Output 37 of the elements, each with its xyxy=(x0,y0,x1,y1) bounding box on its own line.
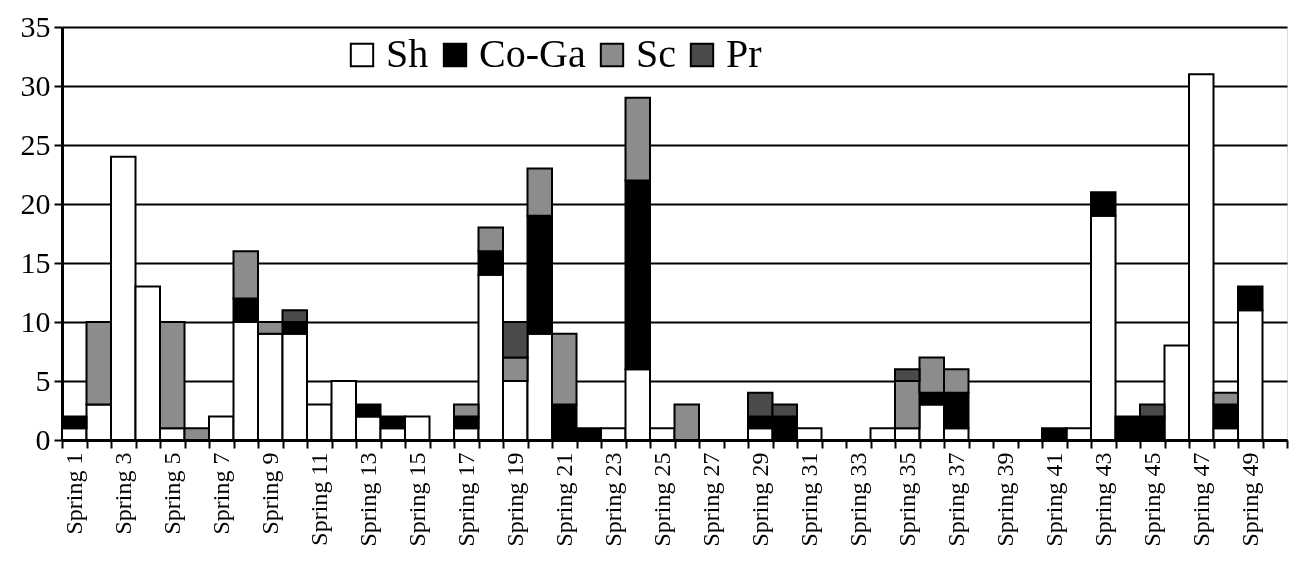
x-tick-label: Spring 49 xyxy=(1236,452,1263,547)
x-tick-label: Spring 21 xyxy=(550,452,577,547)
y-tick-label: 30 xyxy=(20,68,51,102)
x-tick-label: Spring 29 xyxy=(746,452,773,547)
y-tick-label: 35 xyxy=(20,9,51,43)
x-tick-label: Spring 25 xyxy=(648,452,675,547)
legend-label: Pr xyxy=(726,31,762,76)
x-tick-label: Spring 33 xyxy=(844,452,871,547)
x-tick-label: Spring 39 xyxy=(991,452,1018,547)
y-tick-label: 5 xyxy=(35,363,51,397)
x-tick-label: Spring 5 xyxy=(158,452,185,535)
y-tick-label: 0 xyxy=(35,422,51,456)
x-tick-label: Spring 27 xyxy=(697,452,724,547)
x-tick-label: Spring 1 xyxy=(60,452,87,535)
x-tick-label: Spring 31 xyxy=(795,452,822,547)
y-tick-label: 10 xyxy=(20,304,51,338)
x-tick-label: Spring 41 xyxy=(1040,452,1067,547)
x-tick-label: Spring 7 xyxy=(207,452,234,535)
x-tick-label: Spring 17 xyxy=(452,452,479,547)
legend-label: Sc xyxy=(636,31,676,76)
y-tick-label: 20 xyxy=(20,186,51,220)
legend-label: Sh xyxy=(386,31,429,76)
x-tick-label: Spring 35 xyxy=(893,452,920,547)
x-tick-label: Spring 3 xyxy=(109,452,136,535)
x-tick-label: Spring 15 xyxy=(403,452,430,547)
legend-label: Co-Ga xyxy=(479,31,586,76)
x-tick-label: Spring 11 xyxy=(305,452,332,546)
y-tick-label: 25 xyxy=(20,127,51,161)
x-tick-label: Spring 19 xyxy=(501,452,528,547)
x-tick-label: Spring 13 xyxy=(354,452,381,547)
x-tick-label: Spring 45 xyxy=(1138,452,1165,547)
x-tick-label: Spring 37 xyxy=(942,452,969,547)
x-tick-label: Spring 43 xyxy=(1089,452,1116,547)
x-tick-label: Spring 9 xyxy=(256,452,283,535)
x-tick-label: Spring 23 xyxy=(599,452,626,547)
x-tick-label: Spring 47 xyxy=(1187,452,1214,547)
y-tick-label: 15 xyxy=(20,245,51,279)
